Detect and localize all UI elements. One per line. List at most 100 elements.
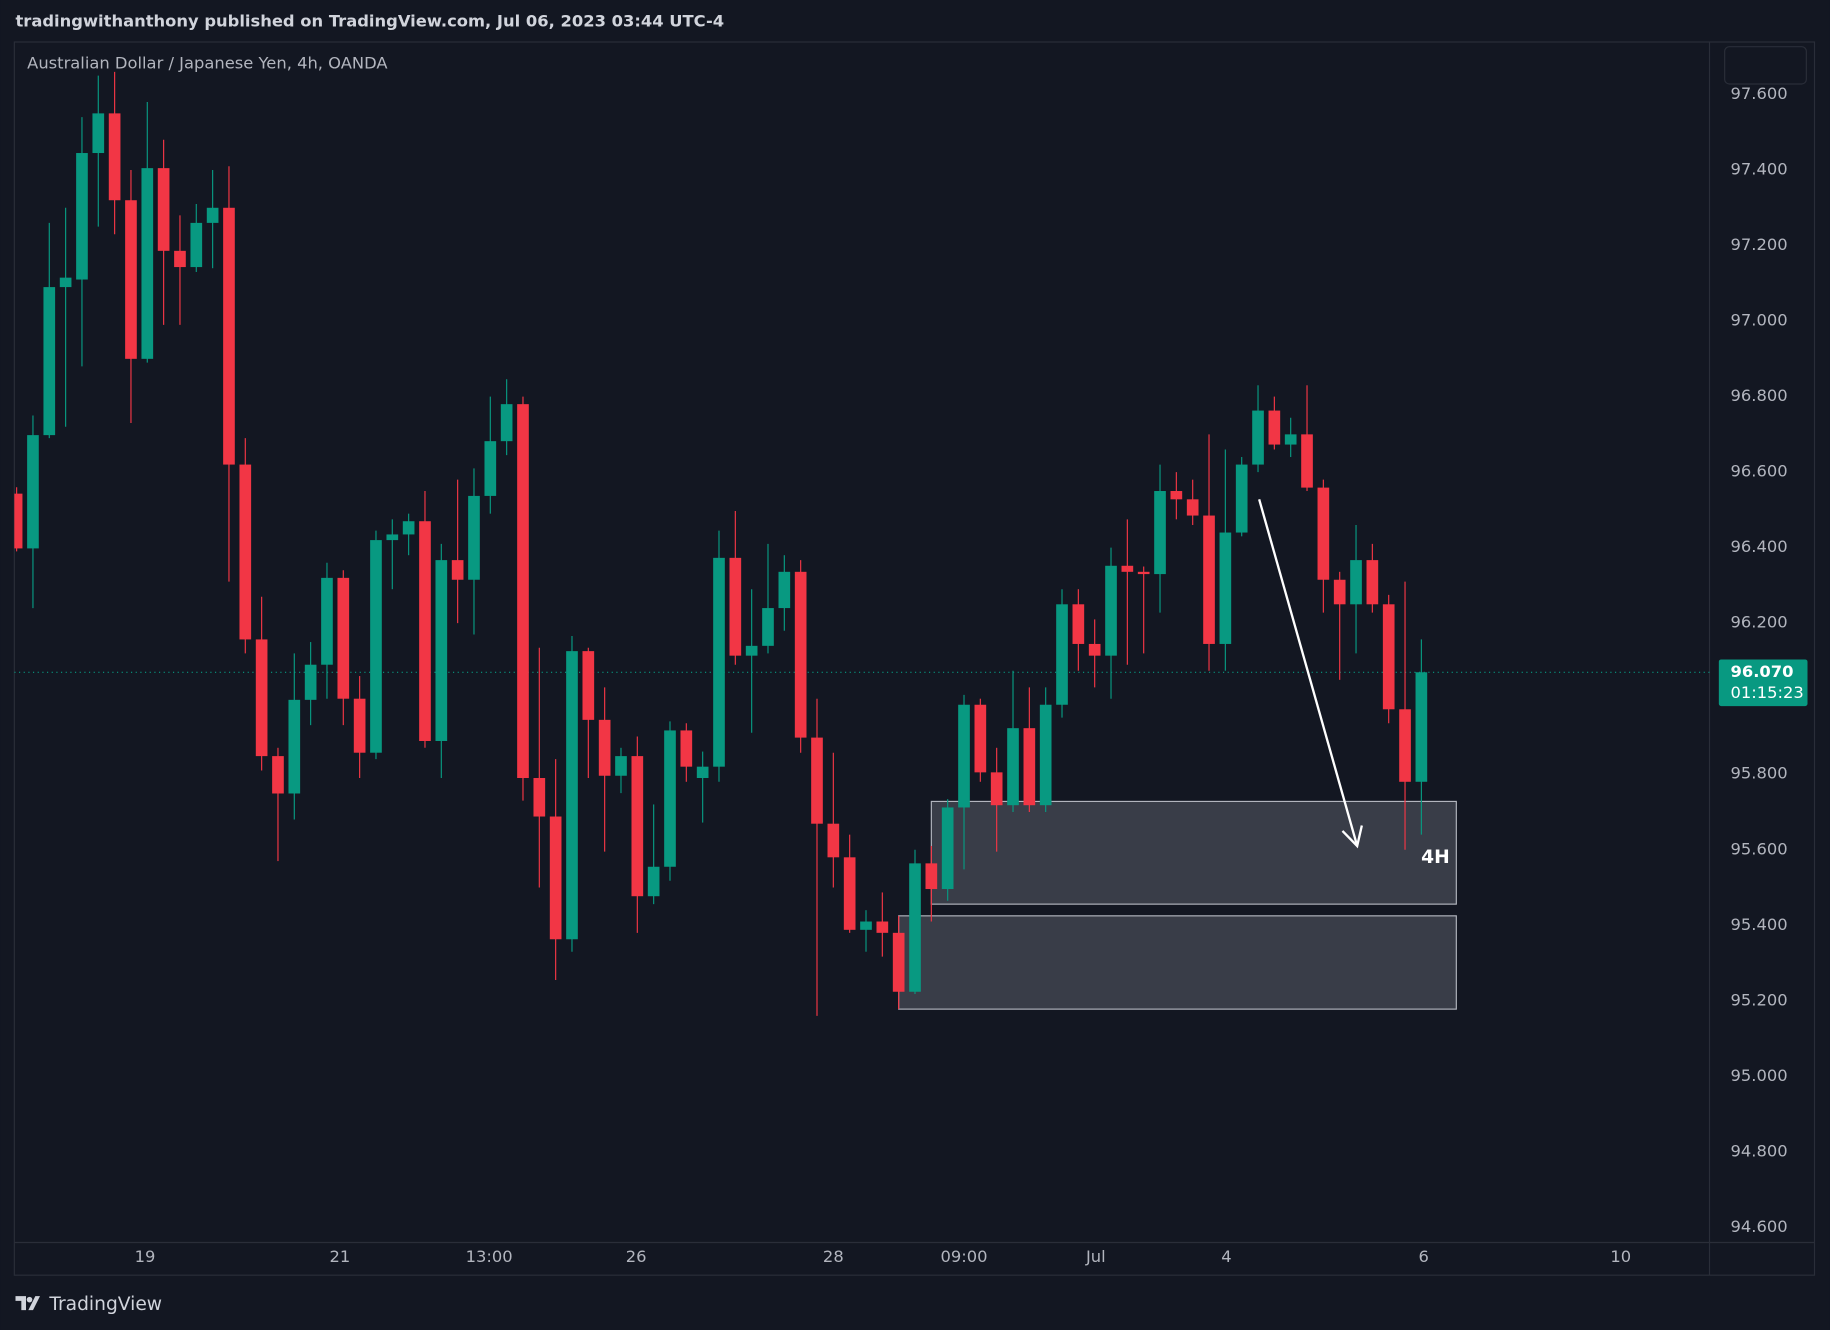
zone xyxy=(898,915,1457,1010)
candle-body xyxy=(337,577,350,699)
x-tick-label: 21 xyxy=(329,1247,350,1266)
publish-header: tradingwithanthony published on TradingV… xyxy=(16,12,725,31)
candle-body xyxy=(680,730,693,767)
candle-body xyxy=(990,772,1003,806)
candle-body xyxy=(860,921,872,930)
candle-body xyxy=(762,608,774,646)
candle-body xyxy=(598,719,611,776)
candle-body xyxy=(794,571,807,738)
candle-body xyxy=(811,737,823,824)
last-price-label: 96.070 xyxy=(1731,662,1794,681)
candle-body xyxy=(647,866,660,897)
candle-body xyxy=(76,153,88,280)
candle-body xyxy=(1252,410,1264,465)
toolbar-box[interactable] xyxy=(1724,46,1807,85)
candle-body xyxy=(582,651,595,720)
chart-title: Australian Dollar / Japanese Yen, 4h, OA… xyxy=(27,54,388,73)
arrow-shaft xyxy=(1258,498,1359,847)
candle-body xyxy=(14,493,23,549)
candle-body xyxy=(1415,672,1428,782)
y-tick-label: 96.200 xyxy=(1731,613,1788,632)
y-tick-label: 96.400 xyxy=(1731,537,1788,556)
candle-body xyxy=(1023,728,1036,806)
candle-body xyxy=(958,704,970,808)
candle-body xyxy=(1056,604,1068,705)
candle-body xyxy=(1333,579,1346,605)
candle-body xyxy=(108,113,121,201)
candle-body xyxy=(1219,532,1232,644)
candle-body xyxy=(1284,434,1297,445)
arrow-head xyxy=(1341,825,1363,849)
candle-body xyxy=(1072,604,1085,644)
candle-body xyxy=(125,200,137,359)
candle-body xyxy=(713,557,725,767)
candle-body xyxy=(1235,464,1248,533)
candle-body xyxy=(1007,728,1019,806)
candle-body xyxy=(239,464,252,640)
chart-frame xyxy=(13,41,1816,1276)
candle-body xyxy=(386,534,399,541)
candle-body xyxy=(909,863,921,992)
candle-body xyxy=(500,404,513,442)
candle-body xyxy=(206,207,219,223)
y-tick-label: 94.600 xyxy=(1731,1217,1788,1236)
x-tick-label: 28 xyxy=(823,1247,844,1266)
candle-body xyxy=(549,816,562,940)
candle-body xyxy=(566,651,578,940)
x-tick-label: 19 xyxy=(135,1247,156,1266)
candle-body xyxy=(827,823,840,858)
candle-body xyxy=(892,932,905,992)
candle-body xyxy=(925,863,938,890)
candle-body xyxy=(59,277,72,288)
zone xyxy=(930,800,1457,905)
candle-body xyxy=(1382,604,1395,710)
x-tick-label: Jul xyxy=(1085,1247,1106,1266)
candle-body xyxy=(517,404,529,779)
candle-body xyxy=(1203,515,1215,644)
candle-body xyxy=(631,756,644,897)
candle-body xyxy=(321,577,333,665)
candle-body xyxy=(1186,499,1199,516)
candle-body xyxy=(288,699,301,794)
y-tick-label: 95.200 xyxy=(1731,990,1788,1009)
candle-body xyxy=(1350,560,1362,605)
candle-body xyxy=(174,250,186,268)
candle-body xyxy=(353,698,366,753)
candle-body xyxy=(370,540,382,753)
candle-body xyxy=(1399,709,1411,782)
y-tick-label: 95.600 xyxy=(1731,839,1788,858)
candle-body xyxy=(141,168,154,359)
x-tick-label: 4 xyxy=(1221,1247,1231,1266)
candle-body xyxy=(1154,491,1166,575)
brand-name: TradingView xyxy=(48,1294,162,1315)
x-tick-label: 6 xyxy=(1418,1247,1428,1266)
y-tick-label: 95.400 xyxy=(1731,915,1788,934)
candle-body xyxy=(419,521,431,742)
candle-body xyxy=(92,113,105,154)
candle-body xyxy=(1268,410,1281,445)
candle-body xyxy=(974,704,987,773)
candle-body xyxy=(778,571,791,609)
y-tick-label: 96.600 xyxy=(1731,462,1788,481)
candle-body xyxy=(484,441,497,496)
y-tick-label: 97.000 xyxy=(1731,311,1788,330)
candle-body xyxy=(157,168,170,251)
x-tick-label: 13:00 xyxy=(466,1247,513,1266)
candle-body xyxy=(272,756,284,794)
candle-body xyxy=(255,639,268,757)
candle-body xyxy=(223,207,235,465)
candle-body xyxy=(402,521,415,535)
candle-body xyxy=(1366,560,1379,605)
candle-body xyxy=(843,857,856,930)
candle-body xyxy=(729,557,742,656)
countdown-label: 01:15:23 xyxy=(1731,683,1804,702)
annotation-label: 4H xyxy=(1421,847,1450,868)
y-tick-label: 97.200 xyxy=(1731,235,1788,254)
x-tick-label: 26 xyxy=(626,1247,647,1266)
candle-body xyxy=(190,222,203,268)
y-tick-label: 96.800 xyxy=(1731,386,1788,405)
candle-body xyxy=(745,645,758,656)
y-tick-label: 95.000 xyxy=(1731,1066,1788,1085)
